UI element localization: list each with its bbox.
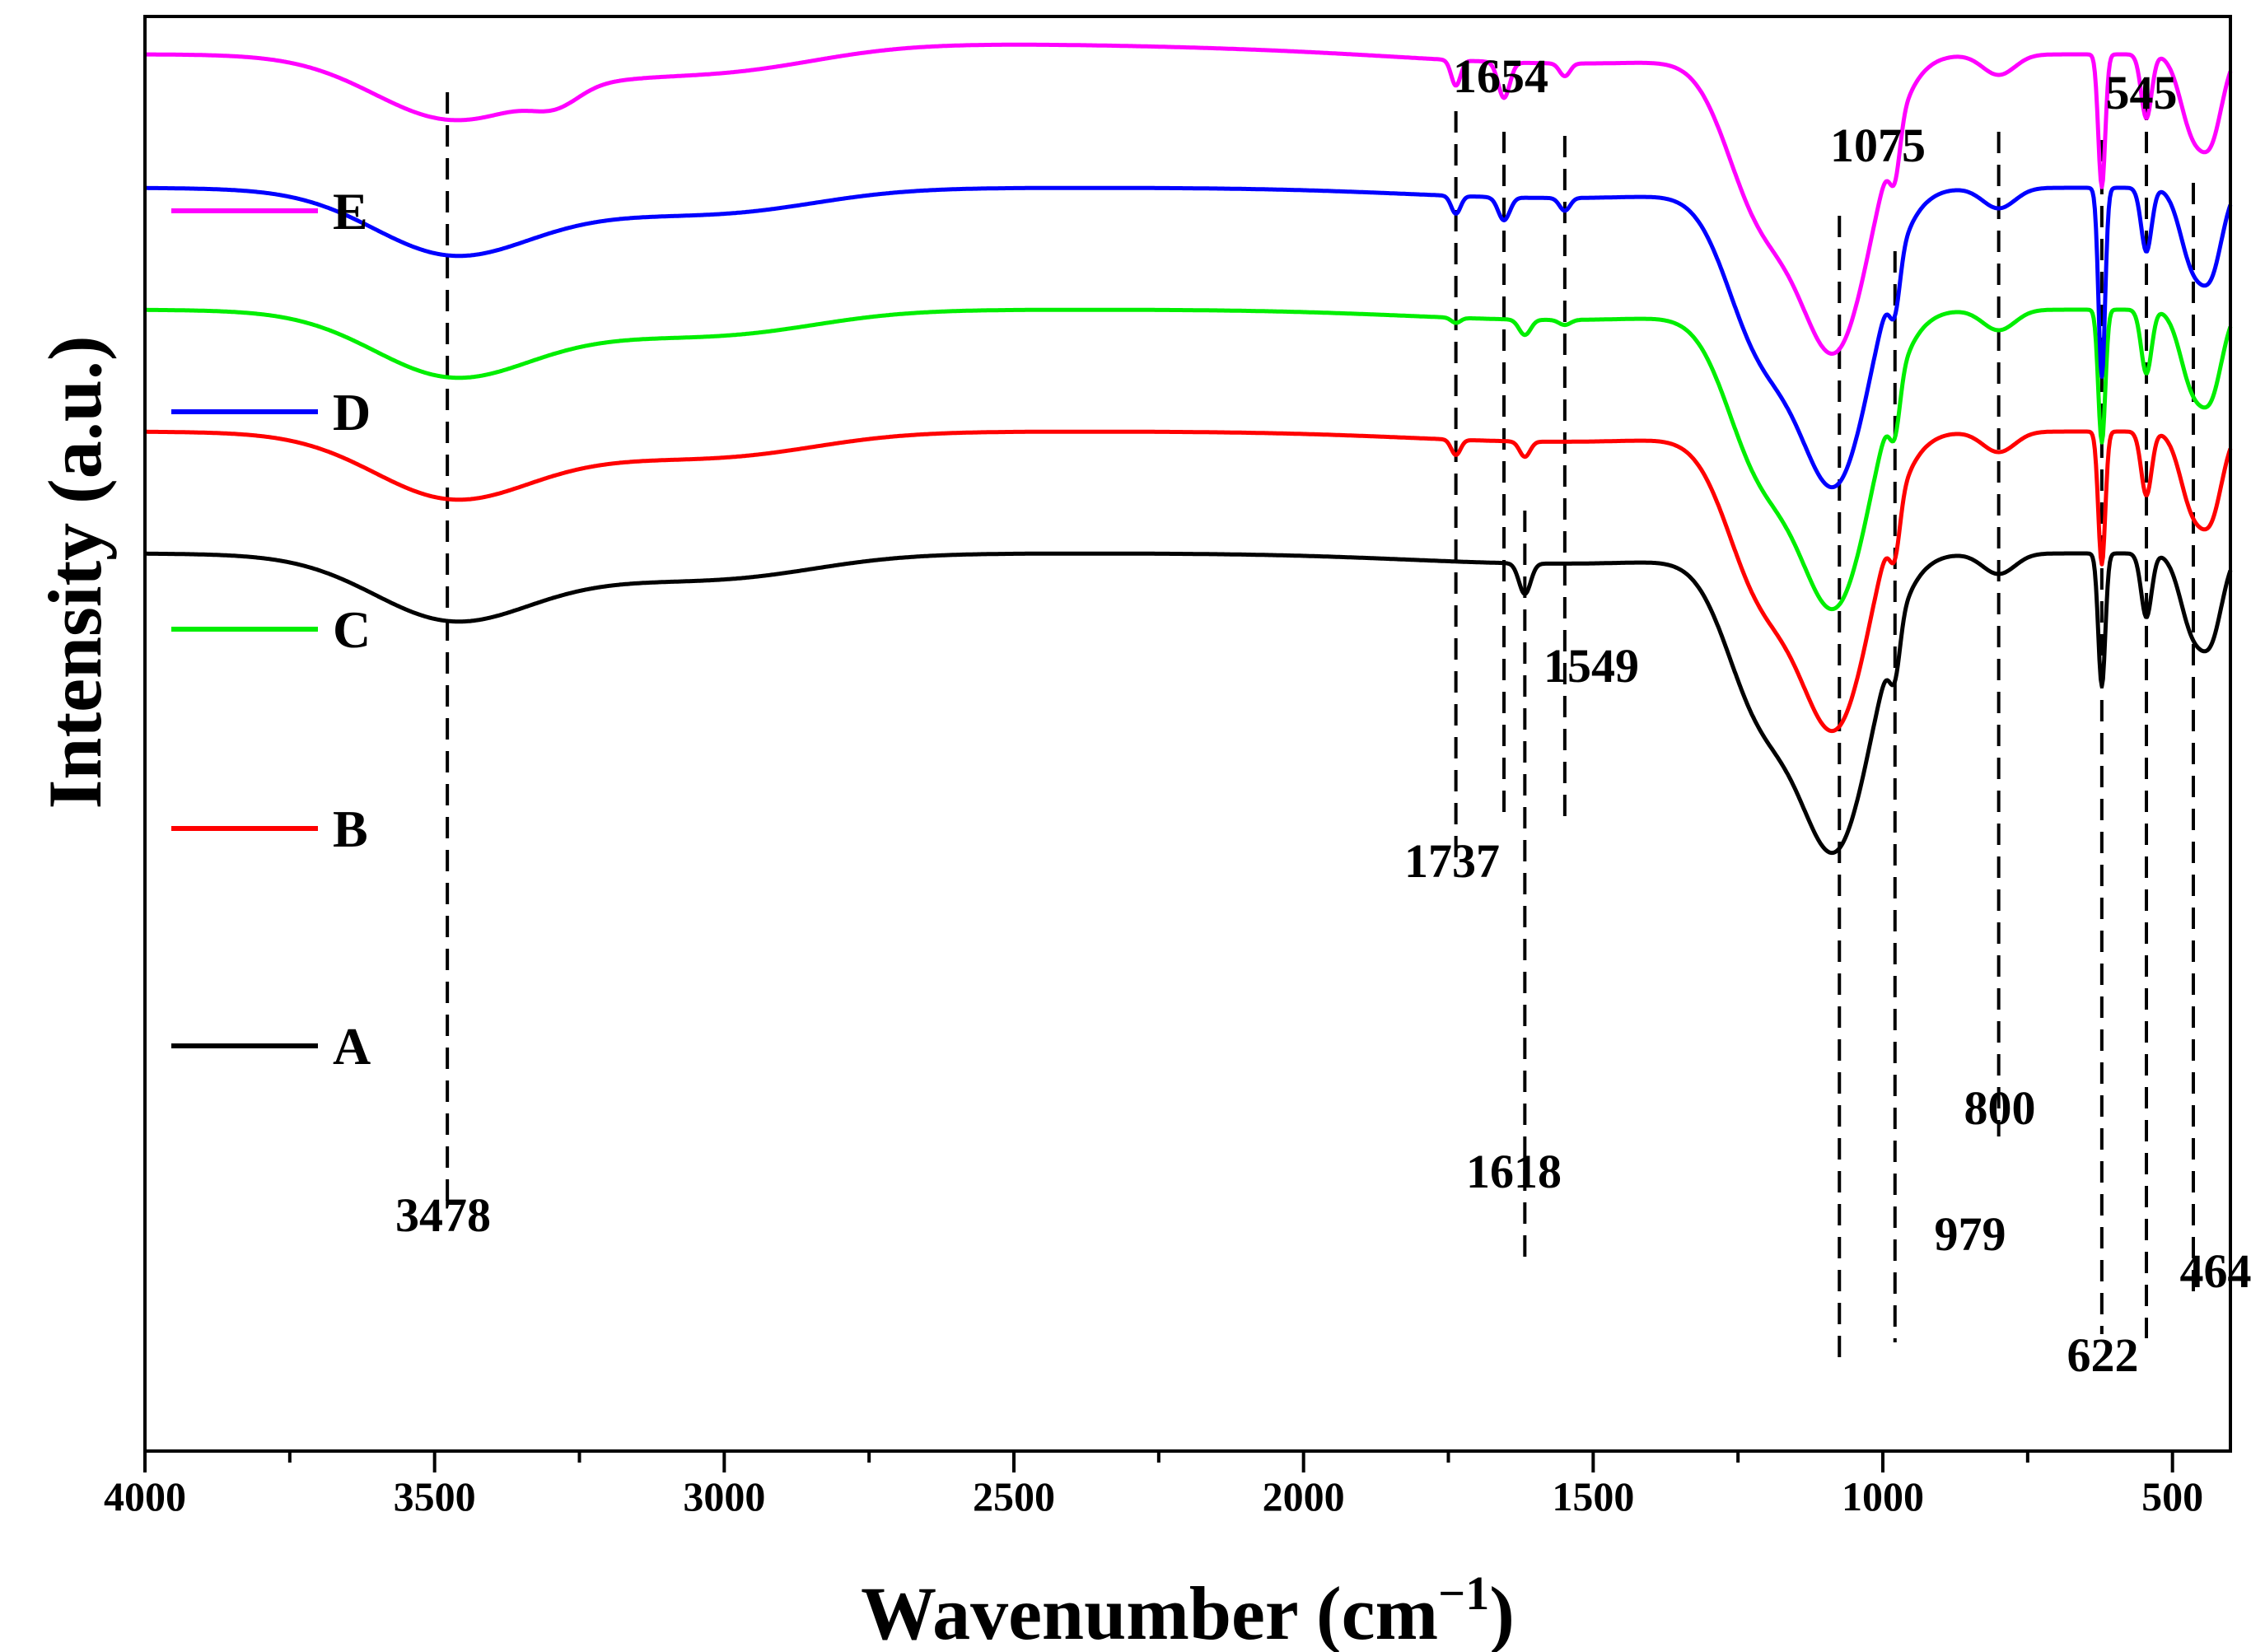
x-axis-title: Wavenumber (cm−1): [861, 1566, 1515, 1652]
peak-label-464: 464: [2180, 1244, 2251, 1298]
series-line-E: [143, 42, 2233, 356]
plot-frame: [143, 15, 2232, 1453]
legend-label-B: B: [333, 800, 368, 858]
x-axis-title-sup: −1: [1438, 1566, 1489, 1620]
x-tick-label-2000: 2000: [1263, 1473, 1345, 1519]
x-axis-title-text: Wavenumber (cm: [861, 1571, 1438, 1652]
spectra-curves: [143, 42, 2233, 856]
x-tick-label-3500: 3500: [394, 1473, 476, 1519]
peak-label-1618: 1618: [1466, 1145, 1562, 1198]
peak-label-622: 622: [2067, 1328, 2139, 1382]
legend-label-C: C: [333, 600, 371, 659]
peak-label-1549: 1549: [1543, 639, 1639, 693]
peak-label-979: 979: [1935, 1207, 2006, 1261]
y-axis-title: Intensity (a.u.): [33, 335, 117, 809]
x-tick-label-1000: 1000: [1842, 1473, 1924, 1519]
legend-label-D: D: [333, 383, 371, 441]
x-axis-title-close: ): [1489, 1571, 1515, 1652]
series-line-C: [143, 307, 2233, 612]
legend-label-E: E: [333, 182, 368, 240]
series-line-B: [143, 429, 2233, 734]
peak-marker-lines: [446, 92, 2195, 1363]
series-line-A: [143, 551, 2233, 856]
x-tick-label-2500: 2500: [973, 1473, 1055, 1519]
legend: E D C B A: [171, 182, 371, 1076]
legend-label-A: A: [333, 1017, 371, 1076]
x-tick-label-3000: 3000: [683, 1473, 765, 1519]
peak-label-1075: 1075: [1830, 119, 1926, 172]
peak-label-3478: 3478: [395, 1188, 491, 1242]
peak-label-1737: 1737: [1404, 834, 1500, 888]
peak-labels: 3478 1737 1654 1618 1549 1075 979 800 622 545 464: [395, 49, 2251, 1382]
x-axis-tick-labels: 4000 3500 3000 2500 2000 1500 1000 500: [104, 1473, 2203, 1519]
peak-label-800: 800: [1964, 1081, 2036, 1135]
peak-label-1654: 1654: [1453, 49, 1548, 103]
x-tick-label-1500: 1500: [1552, 1473, 1634, 1519]
x-axis-ticks: [143, 1451, 2174, 1472]
series-line-D: [143, 185, 2233, 490]
peak-label-545: 545: [2106, 66, 2178, 119]
x-tick-label-4000: 4000: [104, 1473, 186, 1519]
x-tick-label-500: 500: [2141, 1473, 2203, 1519]
